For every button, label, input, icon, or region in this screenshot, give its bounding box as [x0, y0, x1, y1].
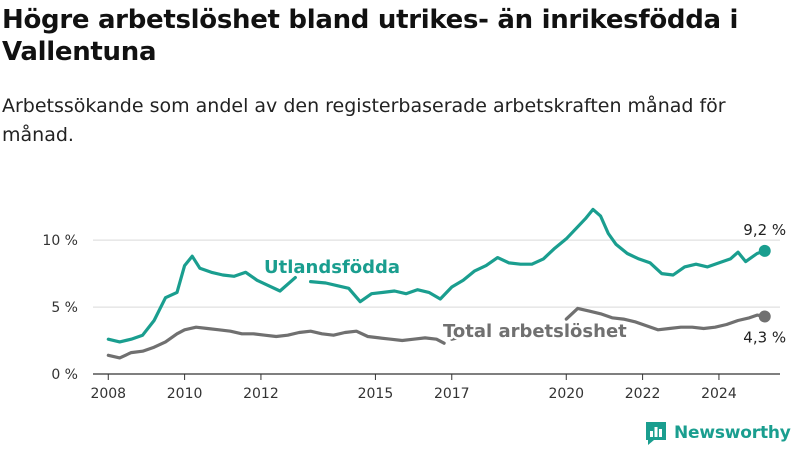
x-tick-label: 2015 — [358, 386, 394, 402]
x-tick-label: 2012 — [243, 386, 279, 402]
series-label-utlandsfodda: Utlandsfödda — [264, 257, 400, 278]
x-tick-label: 2020 — [548, 386, 584, 402]
newsworthy-logo: Newsworthy — [644, 418, 791, 448]
series-end-point-total — [759, 310, 771, 322]
x-tick-label: 2022 — [625, 386, 661, 402]
axis-layer: 0 % 5 % 10 % 2008 2010 2012 2015 2017 2020 2022 20… — [42, 233, 780, 402]
brand-name: Newsworthy — [674, 423, 791, 443]
y-tick-label: 5 % — [51, 300, 78, 316]
x-tick-label: 2024 — [701, 386, 737, 402]
line-chart: 0 % 5 % 10 % 2008 2010 2012 2015 2017 2020 2022 20… — [0, 0, 800, 450]
newsworthy-logo-icon — [644, 420, 668, 446]
series-end-point-utlandsfodda — [759, 245, 771, 257]
end-value-label-total: 4,3 % — [743, 328, 786, 346]
series-label-total: Total arbetslöshet — [443, 321, 627, 342]
y-tick-label: 10 % — [42, 233, 78, 249]
series-layer — [108, 209, 770, 358]
series-line-utlandsfodda — [108, 209, 764, 342]
end-value-label-utlandsfodda: 9,2 % — [743, 221, 786, 239]
x-tick-label: 2010 — [167, 386, 203, 402]
x-tick-label: 2017 — [434, 386, 470, 402]
series-line-total — [108, 308, 764, 358]
x-tick-label: 2008 — [90, 386, 126, 402]
y-tick-label: 0 % — [51, 367, 78, 383]
